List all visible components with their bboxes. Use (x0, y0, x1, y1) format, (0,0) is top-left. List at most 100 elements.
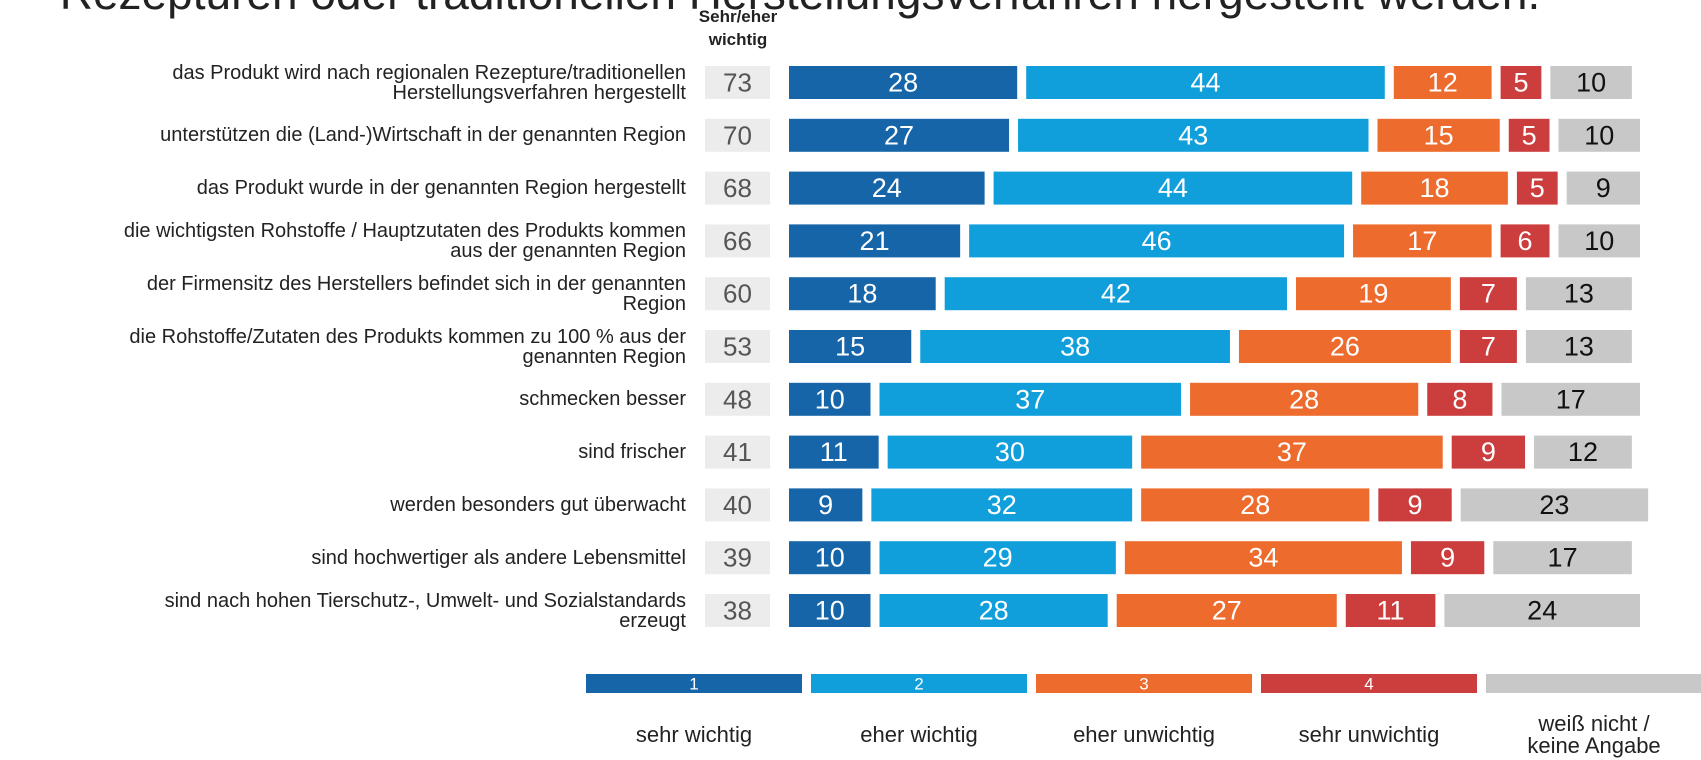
summary-value: 38 (723, 596, 752, 626)
category-label: sind nach hohen Tierschutz-, Umwelt- und… (164, 589, 686, 632)
value-label: 6 (1518, 226, 1533, 256)
value-label: 17 (1548, 543, 1578, 573)
bar-segment (879, 541, 1116, 575)
bar-segment (1141, 488, 1370, 522)
legend-swatch (1261, 674, 1477, 693)
legend-label: sehr unwichtig (1298, 722, 1440, 747)
value-label: 24 (1527, 596, 1557, 626)
bar-segment (1190, 382, 1419, 416)
value-label: 7 (1481, 279, 1496, 309)
bar-segment (789, 277, 936, 311)
bar-segment (1508, 118, 1550, 152)
bar-segment (1026, 66, 1385, 99)
summary-box (705, 541, 770, 575)
value-label: 21 (860, 226, 890, 256)
value-label: 27 (1212, 596, 1242, 626)
bar-segment (879, 594, 1108, 627)
value-label: 10 (1584, 226, 1614, 256)
summary-box (705, 382, 770, 416)
summary-value: 68 (723, 173, 752, 203)
value-label: 5 (1530, 173, 1545, 203)
bar-segment (1459, 330, 1517, 363)
value-label: 37 (1277, 437, 1307, 467)
value-label: 11 (820, 437, 848, 467)
bar-segment (1460, 488, 1649, 522)
bar-segment (1238, 330, 1451, 363)
summary-box (705, 171, 770, 205)
value-label: 13 (1564, 279, 1594, 309)
value-label: 18 (847, 279, 877, 309)
bar-segment (871, 488, 1133, 522)
summary-box (705, 435, 770, 469)
value-label: 19 (1358, 279, 1388, 309)
value-label: 17 (1556, 384, 1586, 414)
bar-segment (1550, 66, 1632, 99)
bar-segment (1451, 435, 1526, 469)
bar-segment (789, 330, 912, 363)
legend-swatch (1036, 674, 1252, 693)
legend-code: 2 (914, 675, 923, 694)
summary-box (705, 277, 770, 311)
value-label: 9 (818, 490, 833, 520)
summary-header: Sehr/eher wichtig (698, 7, 778, 49)
bar-segment (1444, 594, 1640, 627)
bar-segment (1427, 382, 1493, 416)
category-label: das Produkt wurde in der genannten Regio… (196, 177, 686, 200)
value-label: 44 (1190, 68, 1220, 98)
value-label: 5 (1513, 68, 1528, 98)
legend-label: eher unwichtig (1073, 722, 1215, 747)
summary-value: 53 (723, 332, 752, 362)
value-label: 28 (888, 68, 918, 98)
bar-segment (1018, 118, 1369, 152)
category-label: die wichtigsten Rohstoffe / Hauptzutaten… (123, 219, 686, 262)
bar-segment (789, 66, 1018, 99)
bar-segment (1361, 171, 1508, 205)
value-label: 8 (1452, 384, 1467, 414)
bar-segment (789, 224, 961, 258)
summary-value: 39 (723, 543, 752, 573)
value-label: 9 (1440, 543, 1455, 573)
bar-segment (887, 435, 1133, 469)
bar-segment (1296, 277, 1451, 311)
bar-segment (1558, 118, 1640, 152)
bar-segment (1141, 435, 1443, 469)
summary-value: 60 (723, 279, 752, 309)
value-label: 38 (1060, 332, 1090, 362)
summary-box (705, 594, 770, 627)
bar-segment (789, 435, 879, 469)
bar-segment (1525, 330, 1632, 363)
value-label: 28 (1289, 384, 1319, 414)
bar-segment (1377, 118, 1500, 152)
legend-code: 4 (1364, 675, 1373, 694)
value-label: 34 (1248, 543, 1278, 573)
value-label: 12 (1568, 437, 1598, 467)
value-label: 9 (1408, 490, 1423, 520)
value-label: 32 (987, 490, 1017, 520)
value-label: 12 (1428, 68, 1458, 98)
bar-segment (944, 277, 1287, 311)
bar-segment (1353, 224, 1492, 258)
value-label: 10 (815, 543, 845, 573)
bar-segment (879, 382, 1182, 416)
summary-box (705, 224, 770, 258)
category-label: die Rohstoffe/Zutaten des Produkts komme… (129, 325, 686, 368)
category-label: der Firmensitz des Herstellers befindet … (146, 272, 686, 315)
value-label: 24 (872, 173, 902, 203)
bar-segment (1378, 488, 1452, 522)
bar-segment (789, 488, 863, 522)
bar-segment (1345, 594, 1436, 627)
summary-box (705, 488, 770, 522)
value-label: 11 (1377, 596, 1405, 626)
value-label: 28 (979, 596, 1009, 626)
value-label: 37 (1015, 384, 1045, 414)
bar-segment (1558, 224, 1640, 258)
legend-swatch (811, 674, 1027, 693)
summary-value: 73 (723, 68, 752, 98)
bar-segment (1493, 541, 1632, 575)
value-label: 18 (1420, 173, 1450, 203)
summary-value: 41 (723, 437, 752, 467)
category-label: das Produkt wird nach regionalen Rezeptu… (172, 61, 686, 104)
summary-box (705, 66, 770, 99)
legend-swatch (1486, 674, 1701, 693)
category-label: werden besonders gut überwacht (390, 493, 686, 516)
